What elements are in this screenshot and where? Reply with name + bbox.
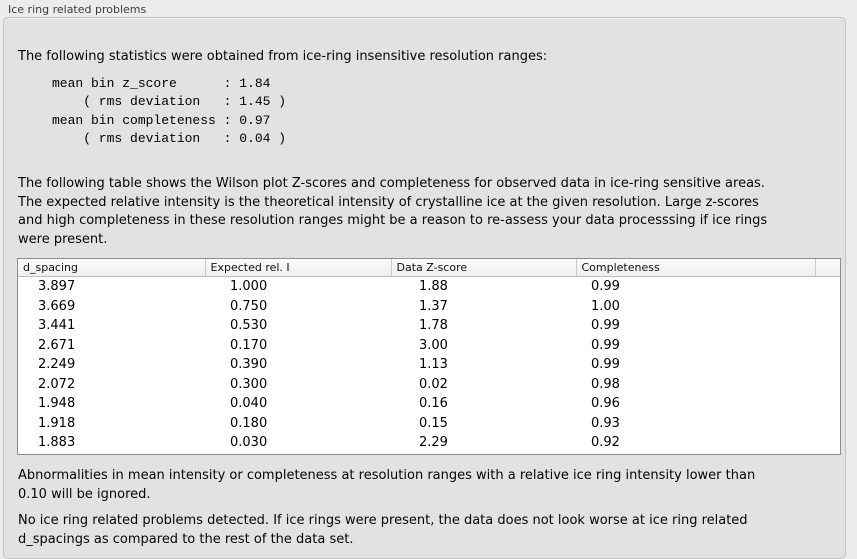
table-cell: 0.99	[591, 357, 620, 373]
table-cell: 0.170	[230, 337, 268, 353]
table-cell: 2.072	[38, 376, 76, 392]
table-row[interactable]: 2.671 0.170 3.00 0.99	[18, 336, 840, 356]
table-cell: 1.948	[38, 396, 76, 412]
table-row[interactable]: 2.072 0.300 0.02 0.98	[18, 375, 840, 395]
table-cell: 0.390	[230, 357, 268, 373]
ignore-note: Abnormalities in mean intensity or compl…	[18, 468, 756, 502]
table-cell: 0.030	[230, 435, 268, 451]
table-cell: 1.883	[38, 435, 76, 451]
table-cell: 0.180	[230, 415, 268, 431]
table-cell: 0.92	[591, 435, 620, 451]
column-header-expected-rel-i[interactable]: Expected rel. I	[205, 259, 392, 277]
table-cell: 1.88	[419, 279, 448, 295]
table-description: The following table shows the Wilson plo…	[18, 176, 768, 247]
column-header-data-z-score[interactable]: Data Z-score	[391, 259, 577, 277]
table-cell: 1.00	[591, 298, 620, 314]
column-header-completeness[interactable]: Completeness	[576, 259, 816, 277]
table-row[interactable]: 2.249 0.390 1.13 0.99	[18, 355, 840, 375]
conclusion-text: No ice ring related problems detected. I…	[18, 513, 748, 547]
column-header-d-spacing[interactable]: d_spacing	[18, 259, 206, 277]
stat-line-completeness: mean bin completeness : 0.97	[52, 112, 271, 128]
table-cell: 0.93	[591, 415, 620, 431]
table-body: 3.897 1.000 1.88 0.99 3.669 0.750 1.37 1.00 3.44…	[18, 277, 840, 453]
table-cell: 0.040	[230, 396, 268, 412]
column-header-empty	[815, 259, 840, 277]
table-row[interactable]: 1.918 0.180 0.15 0.93	[18, 414, 840, 434]
table-cell-empty	[815, 336, 840, 356]
ice-ring-table: d_spacing Expected rel. I Data Z-score C…	[17, 258, 841, 455]
table-cell: 2.671	[38, 337, 76, 353]
table-cell: 0.750	[230, 298, 268, 314]
table-cell: 3.669	[38, 298, 76, 314]
table-cell-empty	[815, 433, 840, 453]
table-cell: 0.16	[419, 396, 448, 412]
table-cell: 2.29	[419, 435, 448, 451]
table-cell: 1.000	[230, 279, 268, 295]
stat-line-z-score: mean bin z_score : 1.84	[52, 76, 271, 91]
table-cell: 0.02	[419, 376, 448, 392]
stat-line-z-score-rms: ( rms deviation : 1.45 )	[52, 94, 287, 110]
table-cell: 0.99	[591, 318, 620, 334]
table-cell: 1.13	[419, 357, 448, 373]
table-cell: 1.37	[419, 298, 448, 314]
table-row[interactable]: 1.948 0.040 0.16 0.96	[18, 394, 840, 414]
table-cell: 2.249	[38, 357, 76, 373]
table-cell: 0.98	[591, 376, 620, 392]
table-cell-empty	[815, 375, 840, 395]
table-cell: 3.441	[38, 318, 76, 334]
table-row[interactable]: 3.441 0.530 1.78 0.99	[18, 316, 840, 336]
table-cell-empty	[815, 316, 840, 336]
table-row[interactable]: 3.669 0.750 1.37 1.00	[18, 297, 840, 317]
table-cell: 0.530	[230, 318, 268, 334]
table-cell: 0.96	[591, 396, 620, 412]
stat-line-completeness-rms: ( rms deviation : 0.04 )	[52, 131, 287, 147]
table-cell-empty	[815, 355, 840, 375]
table-cell: 1.78	[419, 318, 448, 334]
table-cell-empty	[815, 297, 840, 317]
table-cell-empty	[815, 414, 840, 434]
table-cell: 3.00	[419, 337, 448, 353]
table-row[interactable]: 3.897 1.000 1.88 0.99	[18, 277, 840, 297]
ice-ring-groupbox: The following statistics were obtained f…	[3, 17, 846, 559]
table-header-row: d_spacing Expected rel. I Data Z-score C…	[18, 259, 840, 277]
panel-title: Ice ring related problems	[8, 3, 147, 16]
table-cell: 0.300	[230, 376, 268, 392]
table-cell-empty	[815, 394, 840, 414]
table-cell: 1.918	[38, 415, 76, 431]
intro-text: The following statistics were obtained f…	[18, 49, 548, 64]
stats-block: mean bin z_score : 1.84 ( rms deviation …	[52, 75, 286, 149]
table-row[interactable]: 1.883 0.030 2.29 0.92	[18, 433, 840, 453]
table-cell: 3.897	[38, 279, 76, 295]
table-cell: 0.99	[591, 337, 620, 353]
table-cell: 0.15	[419, 415, 448, 431]
table-cell-empty	[815, 277, 840, 297]
table-cell: 0.99	[591, 279, 620, 295]
